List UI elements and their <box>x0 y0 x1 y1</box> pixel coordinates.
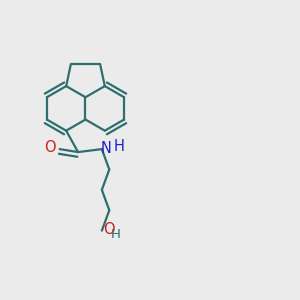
Text: O: O <box>103 222 115 237</box>
Text: O: O <box>44 140 56 155</box>
Text: N: N <box>101 141 112 156</box>
Text: H: H <box>111 228 121 241</box>
Text: H: H <box>114 139 124 154</box>
